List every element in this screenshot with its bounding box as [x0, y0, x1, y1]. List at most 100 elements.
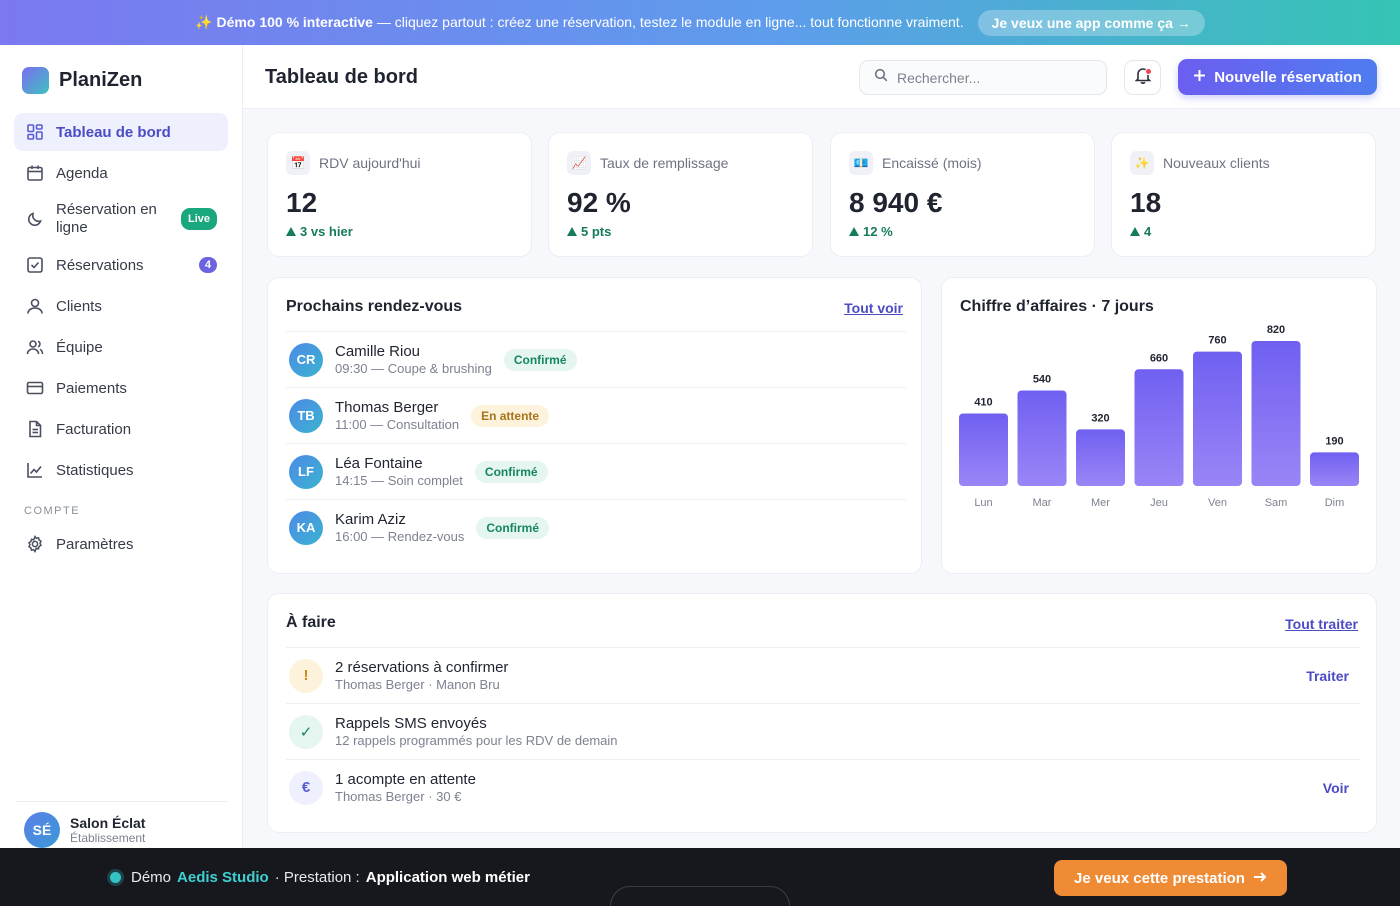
page-title: Tableau de bord: [265, 66, 418, 88]
sidebar-item-clients[interactable]: Clients: [14, 287, 228, 325]
todo-subtitle: Thomas Berger · 30 €: [335, 789, 462, 804]
chart-tick-label: Mer: [1091, 497, 1110, 509]
avatar: TB: [289, 398, 323, 433]
banner-message: — cliquez partout : créez une réservatio…: [372, 14, 964, 30]
sidebar-item-label: Tableau de bord: [56, 123, 171, 141]
sidebar-item-dashboard[interactable]: Tableau de bord: [14, 113, 228, 151]
footer-cta-button[interactable]: Je veux cette prestation: [1054, 860, 1287, 896]
stat-delta: 4: [1130, 224, 1151, 239]
todo-title: 1 acompte en attente: [335, 771, 476, 788]
banner-cta-button[interactable]: Je veux une app comme ça →: [977, 9, 1205, 36]
new-reservation-label: Nouvelle réservation: [1214, 68, 1362, 86]
appointment-row[interactable]: LF Léa Fontaine 14:15 — Soin complet Conf…: [286, 443, 906, 499]
sidebar-item-billing[interactable]: Facturation: [14, 410, 228, 448]
avatar: KA: [289, 510, 323, 545]
arrow-up-icon: [567, 227, 577, 236]
stat-value: 12: [286, 187, 318, 218]
avatar: LF: [289, 454, 323, 489]
footer-info: Démo Aedis Studio · Prestation : Applica…: [110, 869, 530, 886]
sidebar-item-statistics[interactable]: Statistiques: [14, 451, 228, 489]
chart-bar: [959, 413, 1008, 486]
process-all-link[interactable]: Tout traiter: [1285, 616, 1358, 632]
upcoming-appointments-panel: Prochains rendez-vous Tout voir CR Camil…: [267, 277, 922, 574]
stat-card-revenue[interactable]: 💶 Encaissé (mois) 8 940 € 12 %: [830, 132, 1095, 257]
floating-toolbar: [610, 886, 790, 906]
process-button[interactable]: Traiter: [1306, 667, 1349, 684]
check-square-icon: [26, 256, 44, 274]
live-badge: Live: [180, 208, 217, 230]
avatar: SÉ: [24, 812, 60, 848]
studio-name[interactable]: Aedis Studio: [177, 869, 269, 886]
status-badge: Confirmé: [474, 460, 548, 483]
status-badge: Confirmé: [476, 516, 550, 539]
stat-label: Encaissé (mois): [882, 155, 982, 171]
user-icon: [26, 297, 44, 315]
sidebar-item-payments[interactable]: Paiements: [14, 369, 228, 407]
sidebar-item-label: Paiements: [56, 379, 127, 397]
client-name: Camille Riou: [335, 343, 421, 360]
sidebar-item-team[interactable]: Équipe: [14, 328, 228, 366]
sidebar-nav: Tableau de bord Agenda Réservation en li…: [14, 113, 228, 566]
chart-bar: [1017, 390, 1067, 486]
stat-card-fill-rate[interactable]: 📈 Taux de remplissage 92 % 5 pts: [548, 132, 813, 257]
brand[interactable]: PlaniZen: [22, 67, 142, 94]
client-name: Karim Aziz: [335, 511, 406, 528]
chart-bar: [1310, 452, 1359, 486]
appointment-row[interactable]: KA Karim Aziz 16:00 — Rendez-vous Confirm…: [286, 499, 906, 555]
sidebar-item-agenda[interactable]: Agenda: [14, 154, 228, 192]
sidebar-item-label: Réservations: [56, 256, 144, 274]
chart-tick-label: Sam: [1265, 497, 1288, 509]
appointment-detail: 11:00 — Consultation: [335, 417, 460, 432]
grid-icon: [26, 123, 44, 141]
banner-text: ✨ Démo 100 % interactive — cliquez parto…: [195, 14, 963, 31]
chart-tick-label: Mar: [1033, 497, 1052, 509]
account-card[interactable]: SÉ Salon Éclat Établissement: [16, 801, 228, 848]
chart-tick-label: Ven: [1208, 497, 1227, 509]
todo-panel: À faire Tout traiter ! 2 réservations à …: [267, 593, 1377, 833]
chart-line-icon: [26, 461, 44, 479]
chart-tick-label: Lun: [974, 497, 992, 509]
chart-value-label: 320: [1091, 412, 1109, 424]
money-emoji-icon: 💶: [849, 151, 873, 175]
stat-card-new-clients[interactable]: ✨ Nouveaux clients 18 4: [1111, 132, 1376, 257]
banner-bold: Démo 100 % interactive: [216, 14, 373, 30]
calendar-icon: [26, 164, 44, 182]
see-all-link[interactable]: Tout voir: [844, 300, 903, 316]
stat-label: RDV aujourd'hui: [319, 155, 421, 171]
sidebar-item-settings[interactable]: Paramètres: [14, 525, 228, 563]
appointment-row[interactable]: CR Camille Riou 09:30 — Coupe & brushing …: [286, 331, 906, 387]
avatar: CR: [289, 342, 323, 377]
chart-value-label: 190: [1325, 435, 1343, 447]
sidebar-item-reservations[interactable]: Réservations 4: [14, 246, 228, 284]
search-icon: [874, 68, 888, 87]
brand-name: PlaniZen: [59, 69, 143, 91]
stat-value: 18: [1130, 187, 1162, 218]
notifications-button[interactable]: [1124, 60, 1161, 95]
appointment-row[interactable]: TB Thomas Berger 11:00 — Consultation En …: [286, 387, 906, 443]
chart-value-label: 410: [974, 397, 992, 409]
top-header: Tableau de bord Nouvelle réservation: [243, 45, 1400, 109]
stat-delta: 5 pts: [567, 224, 611, 239]
view-button[interactable]: Voir: [1322, 779, 1349, 796]
account-name: Salon Éclat: [70, 815, 146, 831]
calendar-emoji-icon: 📅: [286, 151, 310, 175]
sidebar-item-online-booking[interactable]: Réservation en ligne Live: [14, 195, 228, 243]
search-box[interactable]: [859, 60, 1107, 95]
credit-card-icon: [26, 379, 44, 397]
check-icon: ✓: [289, 714, 323, 749]
search-input[interactable]: [897, 69, 1087, 86]
footer-middle: · Prestation :: [274, 869, 360, 886]
stat-card-appointments[interactable]: 📅 RDV aujourd'hui 12 3 vs hier: [267, 132, 532, 257]
todo-subtitle: 12 rappels programmés pour les RDV de de…: [335, 733, 618, 748]
chart-tick-label: Dim: [1325, 497, 1345, 509]
todo-row[interactable]: ! 2 réservations à confirmer Thomas Berge…: [286, 647, 1360, 703]
users-icon: [26, 338, 44, 356]
sidebar-item-label: Statistiques: [56, 461, 134, 479]
new-reservation-button[interactable]: Nouvelle réservation: [1178, 59, 1377, 95]
client-name: Thomas Berger: [335, 399, 439, 416]
todo-row[interactable]: € 1 acompte en attente Thomas Berger · 30…: [286, 759, 1360, 815]
stat-label: Taux de remplissage: [600, 155, 729, 171]
chart-tick-label: Jeu: [1150, 497, 1168, 509]
sparkle-icon: ✨: [195, 14, 213, 30]
todo-row[interactable]: ✓ Rappels SMS envoyés 12 rappels programm…: [286, 703, 1360, 759]
